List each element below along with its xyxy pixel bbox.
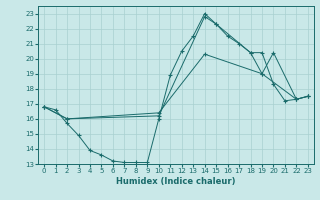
X-axis label: Humidex (Indice chaleur): Humidex (Indice chaleur) bbox=[116, 177, 236, 186]
